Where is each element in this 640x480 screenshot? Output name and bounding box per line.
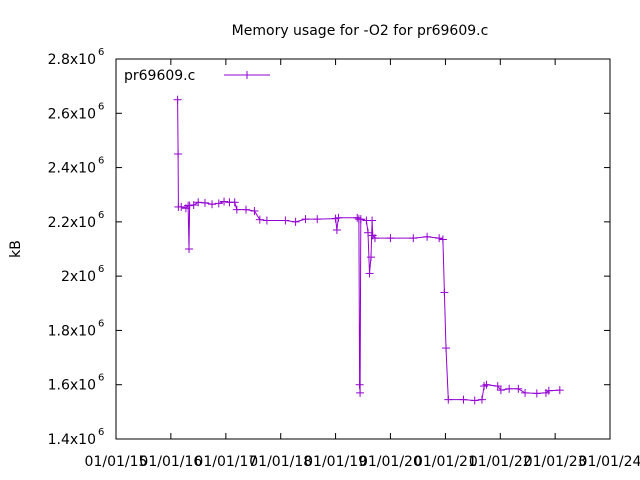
- y-tick-exponent: 6: [98, 264, 104, 275]
- data-point: [444, 395, 453, 404]
- series-line: [177, 99, 560, 402]
- y-tick-exponent: 6: [98, 373, 104, 384]
- data-point: [356, 388, 365, 397]
- data-point: [255, 215, 264, 224]
- data-point: [459, 395, 468, 404]
- data-point: [505, 384, 514, 393]
- data-point: [313, 215, 322, 224]
- y-tick-label: 2.2x10: [48, 215, 96, 231]
- chart-title: Memory usage for -O2 for pr69609.c: [232, 23, 489, 39]
- data-point: [301, 215, 310, 224]
- data-point: [544, 386, 553, 395]
- data-point: [220, 197, 229, 206]
- data-point: [355, 380, 364, 389]
- data-point: [291, 217, 300, 226]
- legend-swatch-marker: [243, 71, 251, 79]
- y-tick-exponent: 6: [98, 47, 104, 58]
- x-tick-label: 01/01/22: [469, 454, 532, 470]
- y-tick-label: 2.4x10: [48, 161, 96, 177]
- plot-frame: [115, 58, 611, 440]
- y-tick-label: 2.8x10: [48, 52, 96, 68]
- legend: pr69609.c: [124, 68, 270, 84]
- y-tick-exponent: 6: [98, 427, 104, 438]
- x-tick-label: 01/01/15: [85, 454, 148, 470]
- data-point: [332, 226, 341, 234]
- series-layer: [173, 95, 564, 405]
- data-point: [364, 228, 373, 237]
- data-point: [442, 344, 451, 353]
- data-point: [230, 198, 239, 207]
- data-point: [174, 150, 183, 158]
- data-point: [242, 205, 250, 214]
- data-point: [173, 95, 182, 104]
- data-point: [189, 201, 198, 210]
- x-tick-label: 01/01/21: [414, 454, 477, 470]
- data-point: [438, 235, 447, 244]
- data-point: [367, 253, 376, 262]
- y-tick-exponent: 6: [98, 156, 104, 167]
- y-axis-label: kB: [8, 240, 24, 258]
- data-point: [281, 216, 290, 225]
- data-point: [208, 200, 217, 209]
- data-point: [334, 213, 343, 222]
- x-tick-label: 01/01/16: [139, 454, 202, 470]
- data-point: [514, 384, 523, 393]
- data-point: [232, 205, 241, 214]
- y-tick-exponent: 6: [98, 101, 104, 112]
- x-tick-label: 01/01/17: [194, 454, 257, 470]
- data-point: [470, 396, 479, 405]
- data-point: [214, 199, 223, 208]
- data-point: [435, 234, 444, 243]
- x-tick-label: 01/01/20: [359, 454, 422, 470]
- data-point: [409, 234, 418, 243]
- x-axis-ticks: 01/01/1501/01/1601/01/1701/01/1801/01/19…: [85, 59, 640, 470]
- data-point: [200, 198, 209, 207]
- data-point: [356, 215, 365, 224]
- x-tick-label: 01/01/23: [524, 454, 587, 470]
- legend-label: pr69609.c: [124, 68, 195, 84]
- data-point: [194, 198, 203, 207]
- data-point: [353, 213, 362, 222]
- data-point: [555, 386, 564, 395]
- data-point: [482, 380, 491, 389]
- data-point: [477, 395, 486, 404]
- data-point: [521, 388, 530, 397]
- data-point: [262, 216, 271, 225]
- data-point: [386, 234, 395, 243]
- data-point: [177, 202, 186, 211]
- y-tick-label: 1.4x10: [48, 432, 96, 448]
- data-point: [185, 201, 194, 210]
- y-tick-label: 2x10: [61, 269, 96, 285]
- x-tick-label: 01/01/24: [579, 454, 640, 470]
- data-point: [493, 382, 502, 391]
- x-tick-label: 01/01/18: [249, 454, 312, 470]
- y-tick-exponent: 6: [98, 318, 104, 329]
- y-tick-exponent: 6: [98, 210, 104, 221]
- data-point: [250, 207, 259, 215]
- data-point: [532, 389, 541, 398]
- y-tick-label: 1.8x10: [48, 323, 96, 339]
- data-point: [423, 232, 432, 241]
- y-tick-label: 1.6x10: [48, 378, 96, 394]
- data-point: [185, 245, 194, 253]
- y-tick-label: 2.6x10: [48, 106, 96, 122]
- x-tick-label: 01/01/19: [304, 454, 367, 470]
- data-point: [365, 269, 374, 278]
- data-point: [370, 234, 379, 243]
- data-point: [368, 216, 377, 225]
- data-point: [440, 288, 449, 297]
- data-point: [496, 386, 505, 395]
